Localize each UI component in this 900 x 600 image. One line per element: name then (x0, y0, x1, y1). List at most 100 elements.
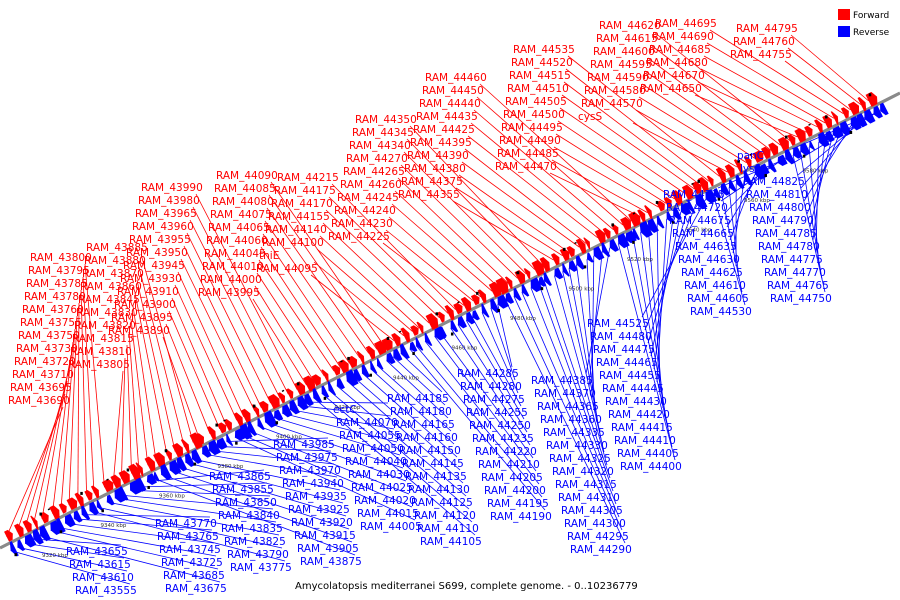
reverse-gene-label: RAM_44305 (561, 505, 623, 517)
forward-gene-label: RAM_43795 (28, 265, 90, 277)
forward-gene-feature (611, 223, 619, 235)
reverse-gene-feature (274, 409, 284, 421)
forward-gene-feature (180, 438, 190, 454)
forward-gene-label: RAM_43760 (22, 304, 84, 316)
reverse-gene-label: RAM_44410 (614, 435, 676, 447)
axis-tick-mark (281, 389, 285, 393)
reverse-gene-label: RAM_43745 (159, 544, 221, 556)
reverse-gene-feature (784, 148, 796, 165)
reverse-gene-feature (176, 456, 188, 472)
reverse-gene-label: RAM_44315 (555, 479, 617, 491)
reverse-gene-feature (632, 228, 640, 241)
forward-gene-label: RAM_44500 (503, 109, 565, 121)
reverse-gene-feature (247, 420, 258, 437)
reverse-gene-label: RAM_44310 (558, 492, 620, 504)
reverse-gene-label: RAM_44275 (463, 394, 525, 406)
misc-feature-marker (275, 421, 279, 425)
forward-gene-feature (691, 181, 702, 195)
forward-gene-feature (381, 337, 393, 352)
legend-forward-swatch (838, 9, 850, 20)
reverse-gene-feature (415, 337, 424, 351)
reverse-gene-label: RAM_44070 (336, 417, 398, 429)
reverse-gene-label: RAM_44150 (399, 445, 461, 457)
forward-gene-label: RAM_44755 (730, 49, 792, 61)
forward-gene-label: RAM_43890 (108, 325, 170, 337)
forward-gene-label: RAM_44670 (643, 70, 705, 82)
forward-gene-feature (724, 164, 735, 178)
forward-gene-label: RAM_44095 (256, 263, 318, 275)
forward-gene-feature (539, 256, 551, 273)
forward-gene-label: RAM_43815 (72, 333, 134, 345)
forward-gene-feature (153, 452, 166, 468)
forward-gene-label: RAM_44230 (331, 218, 393, 230)
reverse-gene-label: RAM_43555 (75, 585, 137, 597)
misc-feature-marker (147, 485, 150, 489)
forward-gene-feature (644, 205, 653, 220)
forward-gene-feature (656, 200, 665, 212)
forward-gene-label: RAM_43960 (132, 221, 194, 233)
axis-ticks: 9320 kbp 9340 kbp 9360 kbp 9380 kbp 9400 kbp… (42, 123, 829, 559)
forward-gene-feature (628, 211, 641, 228)
reverse-gene-feature (656, 215, 665, 229)
reverse-gene-feature (490, 298, 500, 314)
reverse-gene-label: RAM_43925 (288, 504, 350, 516)
reverse-gene-feature (353, 368, 363, 382)
forward-gene-label: RAM_44090 (216, 170, 278, 182)
misc-feature-marker (540, 287, 544, 291)
reverse-gene-label: RAM_44185 (387, 393, 449, 405)
forward-gene-feature (49, 505, 60, 520)
reverse-gene-label: RAM_44385 (531, 375, 593, 387)
reverse-gene-feature (568, 260, 578, 272)
reverse-gene-feature (481, 303, 490, 318)
reverse-gene-label: RAM_43935 (285, 491, 347, 503)
reverse-gene-label: RAM_44325 (549, 453, 611, 465)
forward-gene-feature (410, 325, 419, 336)
gene-labels: RAM_43690RAM_43695RAM_43710RAM_43720RAM_… (8, 18, 832, 597)
forward-gene-label: RAM_43730 (16, 343, 78, 355)
reverse-gene-feature (169, 459, 182, 476)
forward-gene-feature (425, 313, 439, 331)
axis-tick-label: 9440 kbp (393, 375, 419, 381)
reverse-gene-feature (361, 364, 371, 378)
reverse-gene-label: RAM_44735 (663, 189, 725, 201)
forward-gene-label: RAM_44270 (346, 153, 408, 165)
reverse-gene-feature (370, 360, 378, 374)
forward-gene-label: RAM_44470 (495, 161, 557, 173)
forward-gene-feature (620, 216, 632, 231)
forward-gene-label: RAM_44425 (413, 124, 475, 136)
reverse-gene-label: RAM_44220 (475, 446, 537, 458)
reverse-gene-label: RAM_44800 (749, 202, 811, 214)
reverse-gene-label: RAM_44430 (605, 396, 667, 408)
reverse-gene-feature (17, 539, 26, 551)
reverse-gene-feature (39, 525, 51, 542)
axis-tick-mark (398, 330, 402, 333)
legend-forward-label: Forward (853, 11, 889, 21)
forward-gene-label: RAM_44680 (646, 57, 708, 69)
reverse-gene-feature (226, 433, 234, 447)
forward-gene-feature (437, 311, 445, 323)
forward-gene-feature (761, 146, 771, 160)
legend: Forward Reverse (838, 9, 890, 38)
forward-gene-feature (400, 327, 411, 343)
reverse-gene-feature (282, 404, 293, 418)
forward-gene-label: RAM_44225 (328, 231, 390, 243)
forward-gene-label: RAM_44600 (593, 46, 655, 58)
misc-feature-marker (59, 530, 63, 534)
misc-feature-marker (450, 332, 454, 336)
axis-tick-mark (340, 360, 343, 363)
forward-gene-feature (303, 375, 316, 392)
forward-gene-label: RAM_44795 (736, 23, 798, 35)
forward-gene-feature (768, 142, 779, 156)
reverse-gene-label: RAM_44250 (469, 420, 531, 432)
forward-gene-label: RAM_44620 (599, 20, 661, 32)
reverse-gene-feature (864, 108, 876, 124)
forward-gene-feature (470, 294, 480, 306)
misc-feature-marker (697, 179, 700, 183)
reverse-gene-feature (89, 501, 100, 516)
reverse-gene-label: RAM_43940 (282, 478, 344, 490)
forward-gene-feature (110, 474, 121, 489)
forward-gene-feature (743, 156, 752, 168)
axis-tick-mark (47, 508, 51, 511)
reverse-gene-label: RAM_44360 (540, 414, 602, 426)
reverse-gene-feature (234, 428, 246, 441)
